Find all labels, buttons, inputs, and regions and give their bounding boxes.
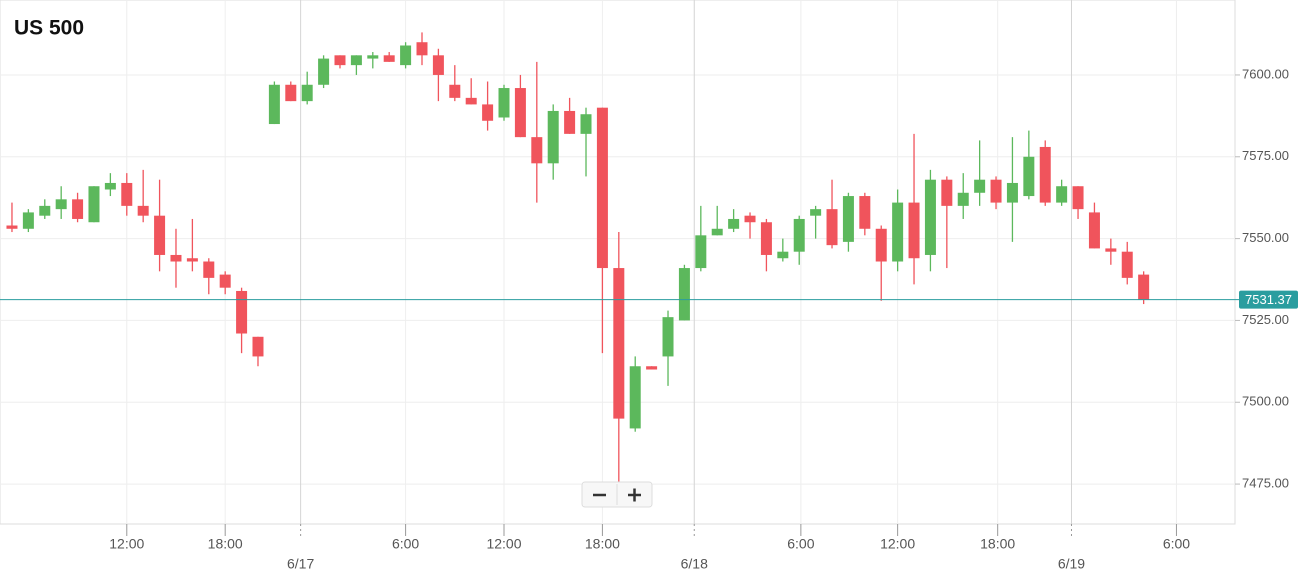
candle-body	[941, 179, 953, 206]
candle-body	[154, 215, 166, 255]
candle-body	[482, 104, 494, 121]
candle-body	[842, 196, 854, 242]
candle-body	[400, 45, 412, 66]
candle-body	[6, 225, 18, 229]
candle-body	[318, 58, 330, 85]
chart-title: US 500	[14, 17, 84, 40]
candle-body	[121, 182, 133, 206]
x-tick-label: 18:00	[585, 536, 620, 552]
candle-body	[793, 218, 805, 252]
candle-body	[1023, 156, 1035, 197]
candle-body	[72, 199, 84, 219]
candle-body	[285, 84, 297, 102]
candle-body	[137, 205, 149, 216]
candle-body	[301, 84, 313, 102]
candle-body	[1105, 248, 1117, 252]
candle-body	[449, 84, 461, 98]
candle-body	[1056, 186, 1068, 203]
x-tick-label: 6/18	[681, 556, 708, 572]
candle-body	[810, 209, 822, 216]
candle-body	[104, 182, 116, 190]
candle-body	[219, 274, 231, 288]
candle-body	[1121, 251, 1133, 278]
candle-body	[596, 107, 608, 269]
y-tick-label: 7500.00	[1242, 394, 1289, 409]
candle-body	[203, 261, 215, 278]
candle-body	[22, 212, 34, 229]
candle-body	[744, 215, 756, 223]
candle-body	[383, 55, 395, 62]
candle-body	[170, 254, 182, 262]
last-price-box	[1239, 290, 1298, 309]
candle-body	[695, 235, 707, 269]
candle-body	[88, 186, 100, 223]
candle-body	[55, 199, 67, 210]
y-tick-label: 7525.00	[1242, 312, 1289, 327]
candle-body	[465, 97, 477, 105]
candle-body	[826, 209, 838, 246]
candle-body	[1072, 186, 1084, 210]
candle-body	[1006, 182, 1018, 203]
candle-body	[580, 114, 592, 134]
candle-body	[646, 366, 658, 370]
x-tick-label: 6/19	[1058, 556, 1085, 572]
y-tick-label: 7550.00	[1242, 230, 1289, 245]
candle-body	[728, 218, 740, 229]
plot-frame	[0, 0, 1236, 525]
x-tick-label: 18:00	[208, 536, 243, 552]
candle-body	[711, 228, 723, 236]
candle-body	[678, 268, 690, 321]
candle-body	[186, 258, 198, 262]
candle-body	[662, 317, 674, 357]
x-tick-label: 12:00	[486, 536, 521, 552]
candle-body	[990, 179, 1002, 203]
x-tick-label: 6:00	[787, 536, 814, 552]
candle-body	[350, 55, 362, 66]
candle-body	[39, 205, 51, 216]
x-tick-label: 12:00	[880, 536, 915, 552]
x-tick-label: 12:00	[109, 536, 144, 552]
x-tick-label: 6/17	[287, 556, 314, 572]
candle-body	[367, 55, 379, 59]
candle-body	[859, 196, 871, 229]
candle-body	[498, 88, 510, 118]
candle-body	[1039, 146, 1051, 203]
candle-body	[432, 55, 444, 75]
x-tick-label: 6:00	[392, 536, 419, 552]
zoom-out-button[interactable]	[583, 483, 617, 506]
x-tick-label: 18:00	[980, 536, 1015, 552]
candle-body	[531, 137, 543, 164]
y-tick-label: 7475.00	[1242, 476, 1289, 491]
grid	[0, 0, 1240, 536]
y-tick-label: 7600.00	[1242, 66, 1289, 81]
y-tick-label: 7575.00	[1242, 148, 1289, 163]
zoom-controls	[581, 481, 653, 508]
candle-body	[908, 202, 920, 259]
candle-body	[252, 336, 264, 357]
candle-body	[875, 228, 887, 262]
candle-body	[416, 42, 428, 56]
zoom-in-button[interactable]	[618, 483, 651, 506]
candles	[0, 32, 1239, 485]
candle-body	[564, 110, 576, 134]
last-price-label: 7531.37	[1245, 292, 1292, 307]
candle-body	[974, 179, 986, 193]
candle-body	[514, 88, 526, 138]
candle-body	[892, 202, 904, 262]
candle-body	[268, 84, 280, 125]
x-tick-label: 6:00	[1163, 536, 1190, 552]
candle-body	[1088, 212, 1100, 249]
candle-body	[547, 110, 559, 164]
candle-body	[760, 222, 772, 255]
candle-body	[1138, 274, 1150, 300]
candle-body	[236, 290, 248, 334]
candle-body	[924, 179, 936, 255]
candle-body	[629, 366, 641, 429]
candle-body	[334, 55, 346, 66]
candle-body	[777, 251, 789, 259]
candle-body	[957, 192, 969, 206]
candle-body	[613, 268, 625, 419]
